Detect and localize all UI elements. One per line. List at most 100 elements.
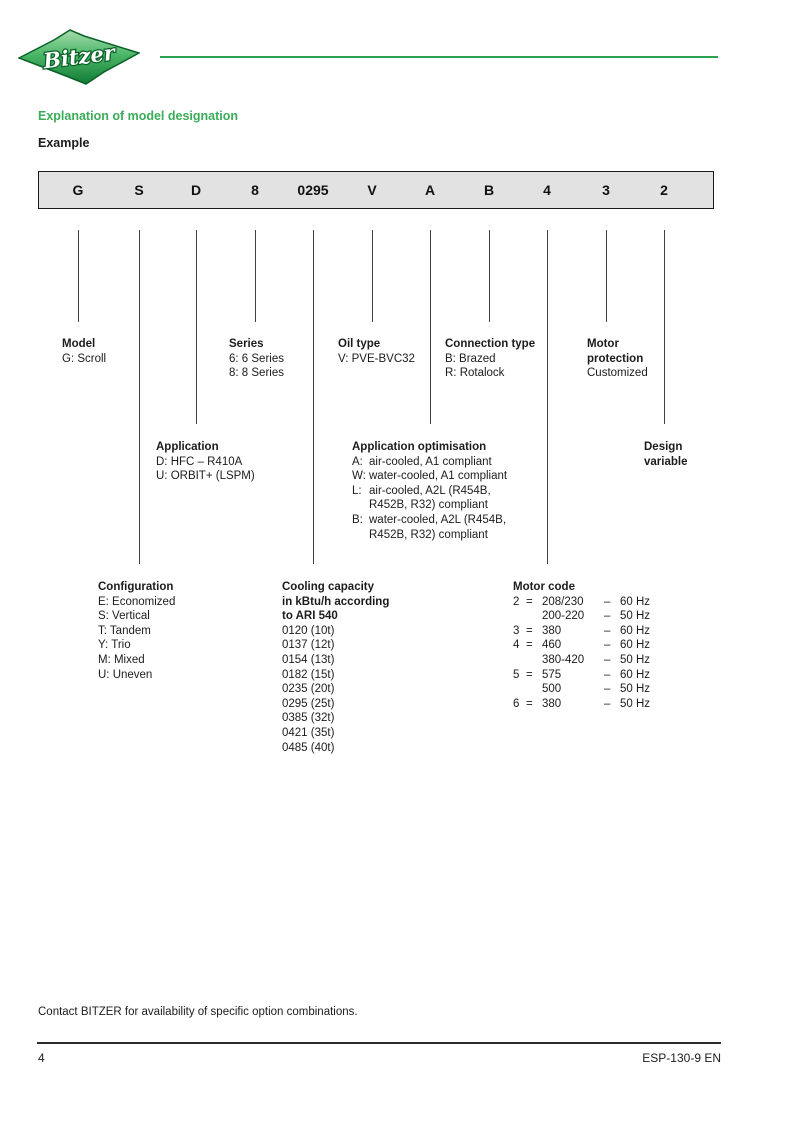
logo-badge-shape [17, 29, 141, 85]
code-segment: V [367, 182, 377, 198]
option-text: water-cooled, A1 compliant [369, 470, 508, 483]
block-line: M: Mixed [98, 653, 145, 666]
motor-code-row: 380-420 – 50 Hz [513, 653, 666, 668]
block-line: R: Rotalock [445, 367, 505, 380]
motor-voltage: 380-420 [542, 653, 585, 666]
document-code: ESP-130-9 EN [642, 1051, 721, 1065]
equals-sign [526, 609, 542, 624]
block-line: R452B, R32) compliant [352, 528, 507, 543]
block-line: B: Brazed [445, 352, 496, 365]
option-text: air-cooled, A2L (R454B, [369, 484, 491, 497]
motor-code-value: 5 [513, 668, 520, 681]
block-title: Application [156, 441, 219, 453]
connector-line-series [255, 230, 256, 322]
block-title: Application optimisation [352, 441, 487, 453]
dash: – [604, 653, 611, 666]
block-title: Connection type [445, 338, 536, 350]
connector-line-cooling-capacity [313, 230, 314, 564]
block-title: Motor code [513, 581, 575, 593]
dash: – [604, 697, 611, 710]
equals-sign: = [526, 668, 533, 681]
equals-sign [526, 682, 542, 697]
option-text: water-cooled, A2L (R454B, [369, 513, 507, 526]
motor-code-row: 3 = 380 – 60 Hz [513, 624, 666, 639]
motor-code-row: 6 = 380 – 50 Hz [513, 697, 666, 712]
option-code: W: [352, 470, 366, 483]
connector-line-application-optimisation [430, 230, 431, 424]
equals-sign [526, 653, 542, 668]
block-line: 0182 (15t) [282, 668, 335, 681]
code-segment: G [72, 182, 84, 198]
block-line: 0137 (12t) [282, 639, 335, 652]
block-title: to ARI 540 [282, 610, 338, 623]
dash: – [604, 683, 611, 696]
equals-sign: = [526, 697, 533, 710]
motor-frequency: 60 Hz [620, 624, 651, 637]
block-configuration: Configuration E: Economized S: Vertical … [98, 580, 175, 682]
block-motor-code: Motor code 2 = 208/230 – 60 Hz 200-220 –… [513, 580, 666, 711]
motor-code-value: 4 [513, 639, 520, 652]
motor-voltage: 200-220 [542, 610, 585, 623]
motor-voltage: 460 [542, 639, 562, 652]
option-code: B: [352, 513, 363, 526]
block-line: 0421 (35t) [282, 726, 335, 739]
code-segment: 8 [251, 182, 259, 198]
block-title: Motor protection [587, 338, 644, 365]
block-title: Design variable [644, 441, 688, 468]
block-line: L: air-cooled, A2L (R454B, [352, 484, 507, 499]
block-line: 0385 (32t) [282, 712, 335, 725]
motor-voltage: 500 [542, 683, 562, 696]
code-segment: S [134, 182, 144, 198]
code-segment: 4 [543, 182, 551, 198]
motor-code-value [513, 609, 526, 624]
block-connection-type: Connection type B: Brazed R: Rotalock [445, 337, 535, 381]
block-title: Model [62, 338, 96, 350]
block-line: W: water-cooled, A1 compliant [352, 469, 507, 484]
code-segment: 0295 [297, 182, 329, 198]
dash: – [604, 595, 611, 608]
equals-sign: = [526, 595, 533, 608]
footer-rule [37, 1042, 721, 1044]
code-segment: D [190, 182, 202, 198]
page-title: Explanation of model designation [38, 109, 239, 123]
block-cooling-capacity: Cooling capacity in kBtu/h according to … [282, 580, 389, 755]
connector-line-motor-protection [606, 230, 607, 322]
option-text: R452B, R32) compliant [369, 499, 488, 512]
block-line: Customized [587, 367, 648, 380]
bitzer-logo: Bitzer [17, 27, 141, 87]
motor-code-row: 2 = 208/230 – 60 Hz [513, 595, 666, 610]
example-label: Example [38, 136, 90, 150]
connector-line-model [78, 230, 79, 322]
connector-line-motor-code [547, 230, 548, 564]
block-line: D: HFC – R410A [156, 455, 243, 468]
connector-line-application [196, 230, 197, 424]
code-segment: 2 [660, 182, 668, 198]
code-segment: B [483, 182, 495, 198]
block-line: T: Tandem [98, 624, 151, 637]
connector-line-oil-type [372, 230, 373, 322]
option-code: L: [352, 484, 362, 497]
motor-code-row: 200-220 – 50 Hz [513, 609, 666, 624]
dash: – [604, 639, 611, 652]
block-application: Application D: HFC – R410A U: ORBIT+ (LS… [156, 440, 255, 484]
motor-code-value: 2 [513, 595, 520, 608]
block-title: in kBtu/h according [282, 595, 390, 608]
contact-note: Contact BITZER for availability of speci… [38, 1006, 358, 1018]
block-title: Oil type [338, 338, 381, 350]
dash: – [604, 624, 611, 637]
motor-code-value: 3 [513, 624, 520, 637]
motor-code-value [513, 682, 526, 697]
block-line: A: air-cooled, A1 compliant [352, 455, 507, 470]
option-code [352, 528, 369, 543]
dash: – [604, 610, 611, 623]
motor-code-row: 4 = 460 – 60 Hz [513, 638, 666, 653]
motor-voltage: 380 [542, 624, 562, 637]
option-code: A: [352, 455, 363, 468]
dash: – [604, 668, 611, 681]
block-line: S: Vertical [98, 610, 150, 623]
block-line: B: water-cooled, A2L (R454B, [352, 513, 507, 528]
bitzer-logo-badge: Bitzer [17, 29, 141, 85]
motor-frequency: 50 Hz [620, 683, 651, 696]
block-line: 0485 (40t) [282, 741, 335, 754]
